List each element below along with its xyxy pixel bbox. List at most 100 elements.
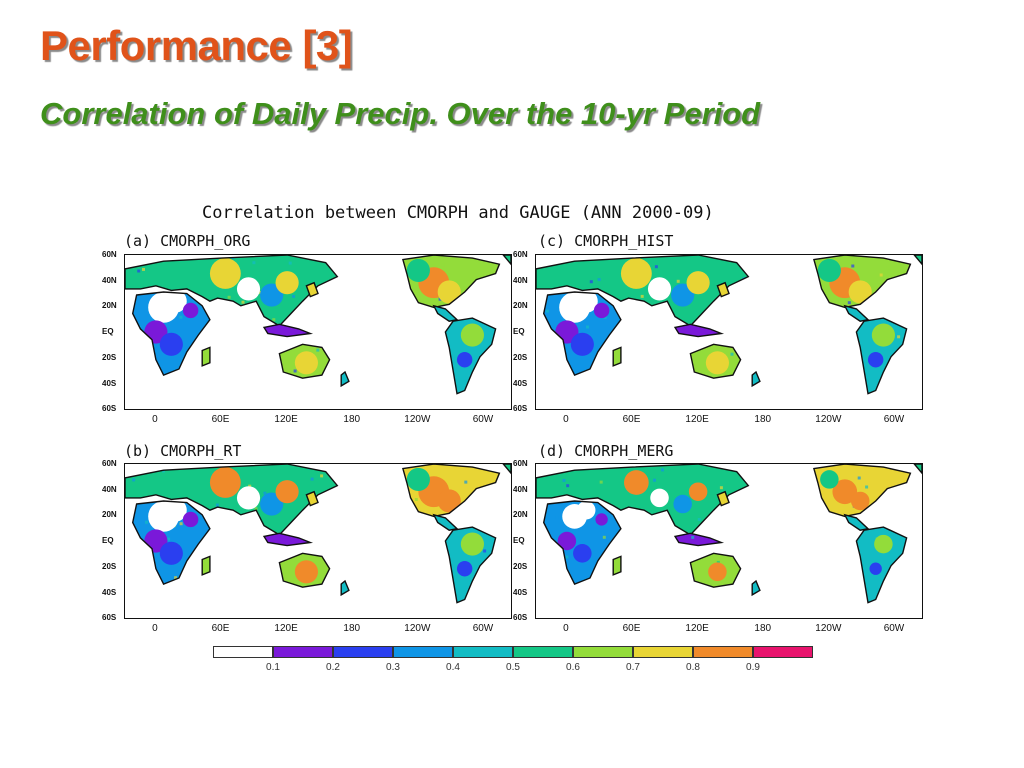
panel-label-a: (a) CMORPH_ORG [124,232,251,250]
lon-tick-d-2: 120E [685,623,709,634]
landmass-samerica [444,317,497,395]
colorbar-segment [513,646,573,658]
colorbar-segment [633,646,693,658]
landmass-australia [278,343,331,379]
lat-tick-b-4: 20S [102,561,117,571]
landmass-greenland [913,464,922,475]
figure-title: Correlation between CMORPH and GAUGE (AN… [202,203,714,223]
lat-tick-b-6: 60S [102,613,117,623]
lat-tick-b-0: 60N [102,459,117,468]
landmass-greenland [502,255,511,266]
lon-tick-c-3: 180 [754,414,772,425]
colorbar-segment [573,646,633,658]
colorbar-tick-label: 0.8 [686,662,700,673]
lat-tick-c-5: 40S [513,378,528,388]
panel-label-c: (c) CMORPH_HIST [538,232,674,250]
colorbar-tick-label: 0.4 [446,662,460,673]
lon-tick-b-5: 60W [472,623,494,634]
lon-tick-d-3: 180 [754,623,772,634]
landmass-camerica [843,304,870,322]
colorbar-tick-label: 0.6 [566,662,580,673]
map-svg-d [536,464,922,604]
lat-tick-a-3: EQ [102,327,114,337]
landmass-nz [340,370,350,388]
lat-tick-b-2: 20N [102,510,117,520]
lat-tick-a-6: 60S [102,404,117,414]
lat-tick-b-5: 40S [102,587,117,597]
lon-tick-c-4: 120W [815,414,842,425]
lon-tick-d-4: 120W [815,623,842,634]
lat-tick-c-1: 40N [513,275,528,285]
landmass-samerica [444,526,497,604]
landmass-japan [716,281,730,298]
colorbar-tick-label: 0.2 [326,662,340,673]
colorbar-segment [753,646,813,658]
landmass-namerica [402,255,501,309]
map-panel-b [124,463,512,619]
colorbar-tick-label: 0.9 [746,662,760,673]
landmass-nz [751,579,761,597]
landmass-namerica [402,464,501,518]
lon-tick-a-0: 0 [152,414,158,425]
landmass-africa [131,291,211,376]
landmass-greenland [502,464,511,475]
landmass-nz [751,370,761,388]
lat-tick-b-1: 40N [102,484,117,494]
lat-tick-a-5: 40S [102,378,117,388]
lon-tick-a-4: 120W [404,414,431,425]
map-panel-c [535,254,923,410]
lon-tick-a-3: 180 [343,414,361,425]
landmass-camerica [432,304,459,322]
landmass-indonesia [262,532,314,547]
lat-tick-d-6: 60S [513,613,528,623]
colorbar-tick-label: 0.3 [386,662,400,673]
landmass-samerica [855,526,908,604]
lon-tick-a-2: 120E [274,414,298,425]
landmass-africa [542,500,622,585]
lon-tick-b-0: 0 [152,623,158,634]
lon-tick-d-5: 60W [883,623,905,634]
map-svg-c [536,255,922,395]
lat-tick-a-0: 60N [102,250,117,259]
landmass-japan [305,490,319,507]
lat-tick-c-2: 20N [513,301,528,311]
landmass-namerica [813,464,912,518]
lat-tick-d-2: 20N [513,510,528,520]
map-svg-b [125,464,511,604]
colorbar-tick-label: 0.1 [266,662,280,673]
lon-tick-c-1: 60E [622,414,641,425]
lon-tick-a-5: 60W [472,414,494,425]
landmass-indonesia [262,323,314,338]
lon-tick-b-3: 180 [343,623,361,634]
colorbar-tick-label: 0.7 [626,662,640,673]
colorbar-segment [393,646,453,658]
landmass-australia [689,343,742,379]
lat-tick-c-4: 20S [513,352,528,362]
colorbar-tick-label: 0.5 [506,662,520,673]
panel-label-d: (d) CMORPH_MERG [538,442,674,460]
landmass-camerica [432,513,459,531]
slide-title: Performance [3] [40,22,353,69]
lon-tick-c-2: 120E [685,414,709,425]
landmass-nz [340,579,350,597]
lon-tick-d-1: 60E [622,623,641,634]
slide-subtitle: Correlation of Daily Precip. Over the 10… [40,96,761,131]
map-svg-a [125,255,511,395]
landmass-japan [716,490,730,507]
landmass-madagascar [201,555,211,576]
colorbar-segment [213,646,273,658]
lat-tick-a-2: 20N [102,301,117,311]
landmass-madagascar [612,346,622,367]
lon-tick-c-5: 60W [883,414,905,425]
lon-tick-b-4: 120W [404,623,431,634]
lat-tick-a-4: 20S [102,352,117,362]
lat-tick-b-3: EQ [102,536,114,546]
lat-tick-d-1: 40N [513,484,528,494]
map-panel-a [124,254,512,410]
lat-tick-d-5: 40S [513,587,528,597]
lat-tick-d-3: EQ [513,536,525,546]
landmass-camerica [843,513,870,531]
landmass-samerica [855,317,908,395]
landmass-africa [542,291,622,376]
landmass-madagascar [201,346,211,367]
